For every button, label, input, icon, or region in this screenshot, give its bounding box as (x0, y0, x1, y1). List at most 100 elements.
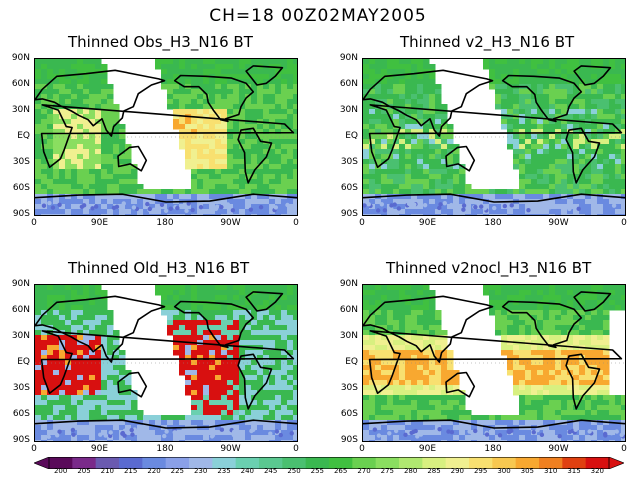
x-tick-label: 0 (359, 444, 365, 454)
colorbar-swatch (492, 457, 517, 469)
y-tick-label: 30N (11, 105, 30, 115)
colorbar-min-arrow (33, 456, 50, 470)
colorbar-swatch (49, 457, 73, 469)
coastlines (35, 65, 297, 203)
coastline (368, 104, 623, 169)
y-tick-label: EQ (17, 357, 30, 367)
y-tick-label: 30S (12, 383, 30, 393)
x-tick-label: 0 (359, 218, 365, 228)
colorbar-swatch (189, 457, 213, 469)
panel-title: Thinned v2_H3_N16 BT (400, 33, 575, 51)
colorbar-label: 215 (123, 467, 138, 475)
colorbar-label: 230 (193, 467, 208, 475)
colorbar-label: 210 (100, 467, 115, 475)
y-tick-label: 60N (339, 305, 358, 315)
coastline (35, 193, 297, 203)
x-tick-label: 180 (484, 218, 502, 228)
coastline (173, 300, 255, 349)
y-tick-label: 60N (339, 79, 358, 89)
coastline (363, 295, 494, 363)
coastlines (35, 291, 297, 429)
coastline (237, 127, 273, 184)
x-tick-label: 90E (418, 444, 437, 454)
y-tick-label: EQ (345, 357, 358, 367)
coastline (445, 371, 476, 398)
colorbar-swatch (539, 457, 563, 469)
y-tick-label: 60N (11, 305, 30, 315)
y-tick-label: 90S (12, 209, 30, 219)
colorbar-label: 270 (357, 467, 371, 475)
coastline (573, 65, 612, 86)
colorbar-label: 285 (427, 467, 441, 475)
colorbar-label: 220 (147, 467, 161, 475)
coastline (573, 291, 612, 312)
y-tick-label: 30N (339, 331, 358, 341)
x-tick-label: 180 (156, 444, 174, 454)
x-tick-label: 90E (418, 218, 437, 228)
y-tick-label: 90S (12, 435, 30, 445)
y-tick-label: 60S (340, 183, 358, 193)
coastline (501, 300, 583, 349)
colorbar-swatch (72, 457, 97, 469)
colorbar-label: 310 (543, 467, 558, 475)
colorbar-swatch (469, 457, 493, 469)
x-tick-label: 90E (90, 444, 109, 454)
colorbar-label: 320 (590, 467, 605, 475)
colorbar-label: 205 (77, 467, 91, 475)
colorbar-label: 250 (287, 467, 301, 475)
colorbar-swatch (562, 457, 587, 469)
colorbar-label: 290 (450, 467, 465, 475)
y-tick-label: EQ (17, 131, 30, 141)
panel-title: Thinned v2nocl_H3_N16 BT (386, 259, 592, 277)
map-plot (34, 284, 298, 442)
coastline (445, 145, 476, 172)
colorbar-label: 240 (240, 467, 255, 475)
coastline (363, 419, 625, 429)
colorbar-frame (48, 457, 610, 469)
y-tick-label: 30S (340, 157, 358, 167)
coastline (40, 330, 295, 395)
x-tick-label: 0 (621, 218, 627, 228)
colorbar-label: 305 (520, 467, 535, 475)
x-tick-label: 90W (548, 444, 569, 454)
colorbar-swatch (329, 457, 353, 469)
x-tick-label: 90W (220, 218, 241, 228)
y-tick-label: 60S (12, 183, 30, 193)
colorbar-swatch (305, 457, 330, 469)
y-tick-label: EQ (345, 131, 358, 141)
colorbar-label: 300 (497, 467, 511, 475)
coastline (35, 419, 297, 429)
panel-title: Thinned Obs_H3_N16 BT (68, 33, 253, 51)
panel-title: Thinned Old_H3_N16 BT (68, 259, 250, 277)
colorbar-label: 315 (567, 467, 581, 475)
colorbar-label: 280 (403, 467, 418, 475)
coastline (501, 74, 583, 123)
y-tick-label: 60N (11, 79, 30, 89)
coastline (117, 145, 148, 172)
x-tick-label: 90W (220, 444, 241, 454)
colorbar-label: 245 (263, 467, 278, 475)
y-tick-label: 90S (340, 209, 358, 219)
x-tick-label: 0 (31, 444, 37, 454)
coastline (237, 353, 273, 410)
y-tick-label: 90N (339, 279, 358, 289)
coastlines (363, 65, 625, 203)
colorbar-swatch (352, 457, 377, 469)
map-canvas (35, 285, 297, 441)
colorbar-label: 275 (380, 467, 395, 475)
x-tick-label: 0 (293, 444, 299, 454)
coastline (565, 127, 601, 184)
map-canvas (363, 59, 625, 215)
colorbar-swatch (399, 457, 423, 469)
y-tick-label: 30S (12, 157, 30, 167)
coastline (173, 74, 255, 123)
y-tick-label: 90N (339, 53, 358, 63)
x-tick-label: 90E (90, 218, 109, 228)
map-canvas (363, 285, 625, 441)
map-canvas (35, 59, 297, 215)
coastline (35, 69, 166, 137)
y-tick-label: 90S (340, 435, 358, 445)
colorbar-swatch (585, 457, 610, 469)
colorbar-label: 295 (473, 467, 488, 475)
colorbar (33, 454, 625, 470)
